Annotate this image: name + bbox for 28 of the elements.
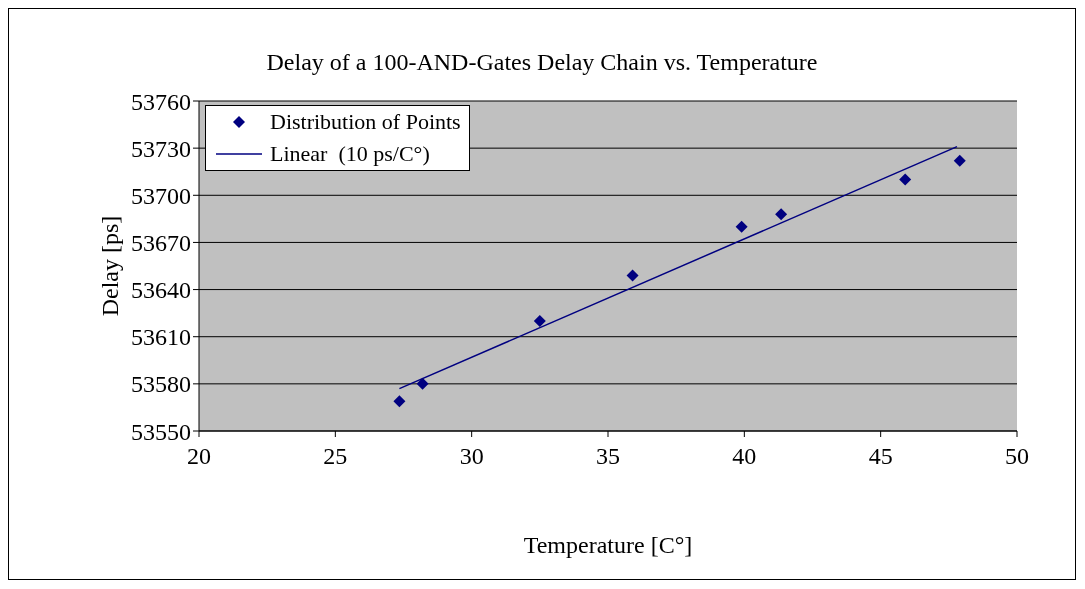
legend-label: Linear (10 ps/C°) [270, 140, 430, 168]
x-tick-label: 45 [868, 443, 893, 470]
point [626, 269, 639, 282]
x-tick-label: 40 [732, 443, 757, 470]
y-tick-label: 53610 [131, 324, 191, 351]
x-tick-label: 20 [187, 443, 211, 470]
point [899, 173, 912, 186]
y-tick-label: 53580 [131, 371, 191, 398]
y-tick-label: 53760 [131, 88, 191, 115]
point [953, 154, 966, 167]
y-tick-label: 53640 [131, 277, 191, 304]
chart-title: Delay of a 100-AND-Gates Delay Chain vs. Temperature [265, 49, 819, 76]
legend-label: Distribution of Points [270, 108, 461, 136]
point [775, 208, 788, 221]
y-tick-label: 53670 [131, 229, 191, 256]
point [735, 220, 748, 233]
y-tick-label: 53700 [131, 182, 191, 209]
point [416, 377, 429, 390]
y-tick-label: 53550 [131, 418, 191, 445]
y-axis-title: Delay [ps] [96, 215, 123, 317]
y-tick-label: 53730 [131, 135, 191, 162]
x-axis-title: Temperature [C°] [523, 532, 693, 559]
x-tick-label: 50 [1005, 443, 1029, 470]
x-tick-label: 30 [459, 443, 484, 470]
x-tick-label: 25 [323, 443, 348, 470]
point [533, 315, 546, 327]
point [393, 395, 406, 408]
x-tick-label: 35 [596, 443, 620, 470]
